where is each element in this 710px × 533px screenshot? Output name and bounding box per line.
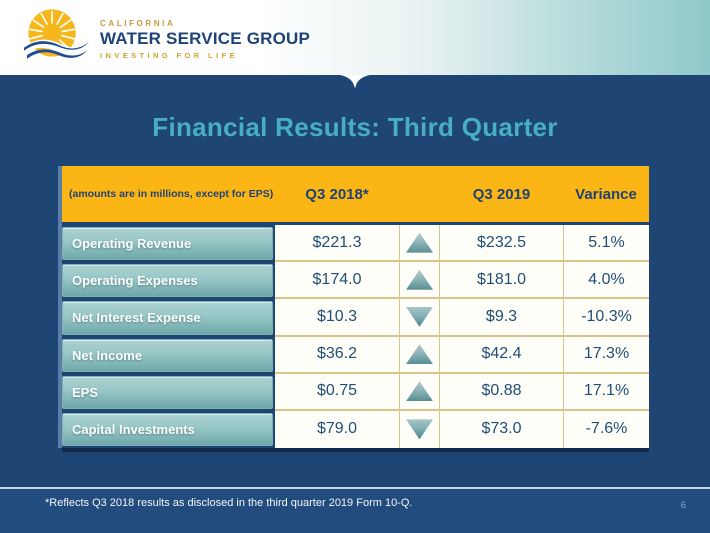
column-header-q3-2019: Q3 2019 — [472, 185, 531, 203]
row-label: EPS — [62, 375, 273, 409]
page-title: Financial Results: Third Quarter — [152, 112, 558, 142]
cell-q3-2019: $181.0 — [440, 262, 563, 300]
row-label-slot: Operating Revenue — [62, 225, 273, 262]
row-label-text: Operating Revenue — [72, 236, 192, 252]
row-label-slot: EPS — [62, 374, 273, 411]
trend-down-icon — [406, 306, 433, 327]
cell-trend — [399, 336, 440, 374]
cell-variance: -7.6% — [563, 410, 649, 448]
cell-q3-2019: $73.0 — [481, 420, 522, 438]
brand-text: CALIFORNIA WATER SERVICE GROUP INVESTING… — [100, 19, 310, 60]
cell-q3-2018: $0.75 — [275, 374, 399, 411]
financial-results-table: (amounts are in millions, except for EPS… — [58, 166, 649, 452]
band-notch-decoration — [340, 75, 370, 88]
table-units-note: (amounts are in millions, except for EPS… — [69, 188, 274, 200]
cell-q3-2018: $36.2 — [275, 337, 399, 374]
trend-up-icon — [406, 232, 433, 253]
cell-q3-2018: $221.3 — [275, 225, 399, 263]
cell-trend — [399, 373, 440, 411]
row-label: Capital Investments — [62, 412, 273, 446]
cell-q3-2019: $0.88 — [440, 374, 563, 411]
cell-q3-2018: $10.3 — [275, 299, 399, 337]
footer-divider-line — [0, 487, 710, 489]
table-body: Operating Revenue Operating Expenses Net I… — [62, 225, 649, 448]
column-header-q3-2018: Q3 2018* — [305, 185, 369, 203]
row-label-slot: Operating Expenses — [62, 262, 273, 299]
row-label-text: Net Interest Expense — [72, 310, 201, 326]
sun-wave-logo-icon — [22, 9, 91, 59]
trend-up-icon — [406, 381, 433, 402]
row-label: Net Income — [62, 338, 273, 372]
page-number: 6 — [680, 500, 686, 511]
brand-line-name: WATER SERVICE GROUP — [100, 28, 311, 48]
cell-q3-2019: $9.3 — [440, 299, 563, 337]
trend-up-icon — [406, 269, 433, 290]
row-label-text: Operating Expenses — [72, 273, 198, 289]
row-label-slot: Net Income — [62, 337, 273, 374]
header-band: CALIFORNIA WATER SERVICE GROUP INVESTING… — [0, 0, 710, 75]
row-label-text: Net Income — [72, 347, 143, 363]
brand-tagline: INVESTING FOR LIFE — [100, 50, 238, 60]
cell-variance: 17.1% — [563, 373, 649, 411]
table-header-row: (amounts are in millions, except for EPS… — [62, 166, 649, 222]
cell-variance: 17.3% — [563, 336, 649, 374]
company-logo: CALIFORNIA WATER SERVICE GROUP INVESTING… — [18, 5, 310, 67]
footnote-text: *Reflects Q3 2018 results as disclosed i… — [45, 497, 413, 509]
column-header-variance: Variance — [575, 185, 637, 203]
row-label-text: EPS — [72, 384, 99, 400]
footer-band — [0, 489, 710, 533]
cell-variance: 5.1% — [563, 225, 649, 263]
cell-variance: 4.0% — [563, 262, 649, 300]
row-label-slot: Net Interest Expense — [62, 299, 273, 336]
row-label: Net Interest Expense — [62, 301, 273, 335]
trend-up-icon — [406, 344, 433, 365]
cell-q3-2018: $174.0 — [275, 262, 399, 300]
row-label-text: Capital Investments — [72, 421, 195, 437]
trend-down-icon — [406, 419, 433, 440]
cell-trend — [399, 410, 440, 448]
cell-trend — [399, 299, 440, 337]
cell-trend — [399, 262, 440, 300]
cell-q3-2019: $42.4 — [440, 337, 563, 374]
brand-line-california: CALIFORNIA — [100, 18, 176, 28]
row-label: Operating Expenses — [62, 264, 273, 298]
row-labels-column: Operating Revenue Operating Expenses Net I… — [62, 225, 273, 448]
cell-variance: -10.3% — [563, 299, 649, 337]
row-label: Operating Revenue — [62, 227, 273, 261]
cell-trend — [399, 225, 440, 263]
cell-q3-2019: $232.5 — [440, 225, 563, 263]
cell-q3-2018: $79.0 — [316, 420, 358, 438]
row-label-slot: Capital Investments — [62, 411, 273, 448]
values-grid: $221.3 $232.5 5.1% $174.0 $181.0 4.0% $10.3 $9.… — [275, 225, 649, 448]
